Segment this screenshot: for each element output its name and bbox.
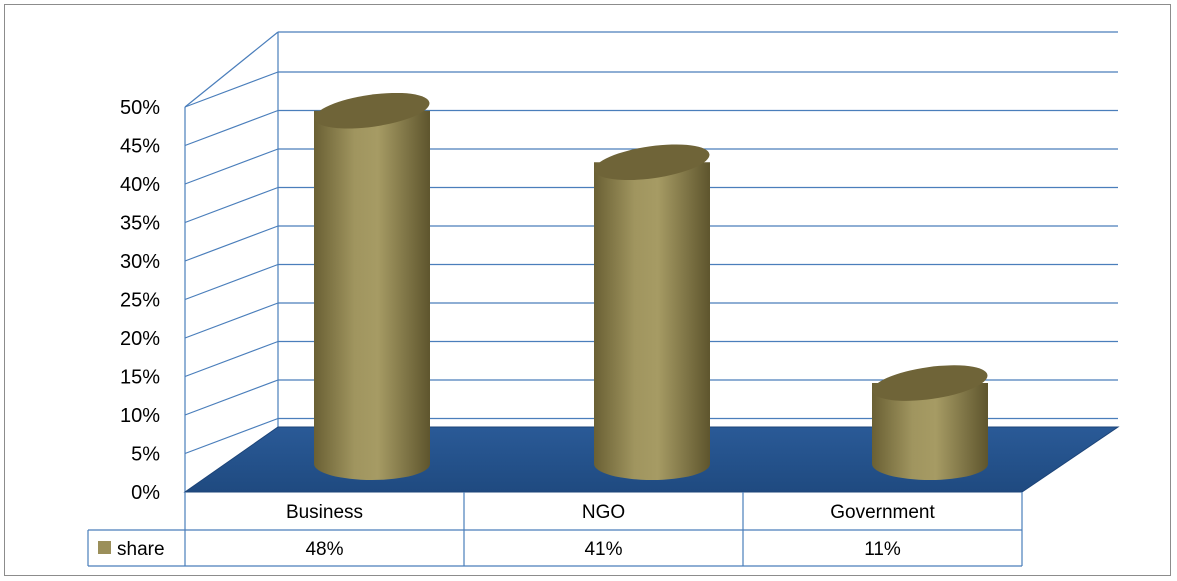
bar-body xyxy=(594,162,710,481)
category-label: NGO xyxy=(582,502,625,523)
y-tick-label: 10% xyxy=(120,405,160,427)
value-label: 41% xyxy=(584,539,622,560)
gridline-side xyxy=(184,340,279,378)
bar-body xyxy=(872,383,988,480)
y-tick-label: 20% xyxy=(120,328,160,350)
bar-top xyxy=(594,144,710,181)
gridline-side xyxy=(184,148,279,185)
bars xyxy=(314,92,988,481)
bar-top xyxy=(872,365,988,401)
y-tick-label: 5% xyxy=(131,444,160,466)
value-label: 48% xyxy=(305,539,343,560)
bar-body xyxy=(314,110,430,480)
gridline-side xyxy=(184,186,279,224)
y-tick-label: 40% xyxy=(120,174,160,196)
bar-business xyxy=(314,92,430,480)
series-name: share xyxy=(117,539,165,560)
y-tick-label: 25% xyxy=(120,290,160,312)
value-label: 11% xyxy=(864,539,901,560)
gridline-side xyxy=(184,71,279,108)
y-tick-label: 35% xyxy=(120,213,160,235)
y-tick-label: 0% xyxy=(131,482,160,504)
bar-top xyxy=(314,92,430,129)
bar-ngo xyxy=(594,144,710,481)
category-label: Government xyxy=(830,502,935,523)
y-tick-label: 30% xyxy=(120,251,160,273)
gridline-side xyxy=(184,417,279,455)
gridline-side xyxy=(184,109,279,147)
y-tick-label: 45% xyxy=(120,136,160,158)
data-table: Business 48% NGO 41% Government 11% share xyxy=(87,492,1023,567)
y-tick-label: 50% xyxy=(120,97,160,119)
bar-government xyxy=(872,365,988,480)
gridline-side xyxy=(184,263,279,301)
category-label: Business xyxy=(286,502,363,523)
y-axis-ticks: 0% 5% 10% 15% 20% 25% 30% 35% 40% 45% 50% xyxy=(120,97,160,504)
gridline-side xyxy=(184,31,279,108)
gridline-side xyxy=(184,379,279,416)
gridline-side xyxy=(184,225,279,262)
gridline-side xyxy=(184,302,279,339)
y-tick-label: 15% xyxy=(120,367,160,389)
legend-key xyxy=(98,541,111,554)
